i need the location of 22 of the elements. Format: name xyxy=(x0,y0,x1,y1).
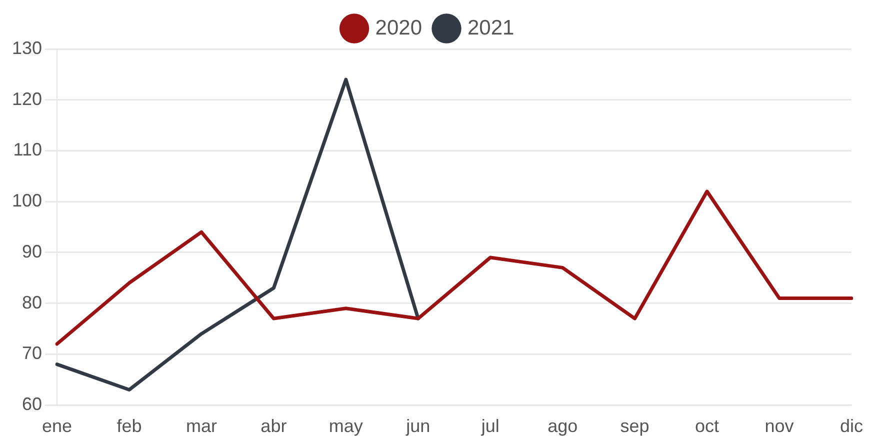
y-tick-label: 60 xyxy=(22,394,42,414)
x-tick-label: feb xyxy=(116,416,142,436)
y-tick-label: 70 xyxy=(22,343,42,364)
y-tick-label: 130 xyxy=(12,38,42,58)
y-tick-label: 80 xyxy=(22,292,42,312)
x-tick-label: jul xyxy=(480,416,500,436)
y-tick-label: 110 xyxy=(13,140,42,160)
y-tick-label: 100 xyxy=(12,190,42,211)
x-tick-label: mar xyxy=(186,416,217,436)
x-tick-label: sep xyxy=(620,416,650,436)
y-tick-label: 120 xyxy=(12,88,42,109)
legend-label: 2020 xyxy=(375,16,422,40)
x-tick-label: ago xyxy=(548,416,578,436)
x-tick-label: nov xyxy=(764,416,794,436)
x-tick-label: jun xyxy=(405,416,430,436)
x-tick-label: abr xyxy=(260,416,287,436)
x-tick-label: oct xyxy=(695,416,720,436)
x-tick-label: may xyxy=(328,416,363,436)
legend-label: 2021 xyxy=(468,16,514,40)
x-tick-label: ene xyxy=(42,416,72,436)
y-tick-label: 90 xyxy=(22,241,42,262)
x-tick-label: dic xyxy=(840,416,864,436)
